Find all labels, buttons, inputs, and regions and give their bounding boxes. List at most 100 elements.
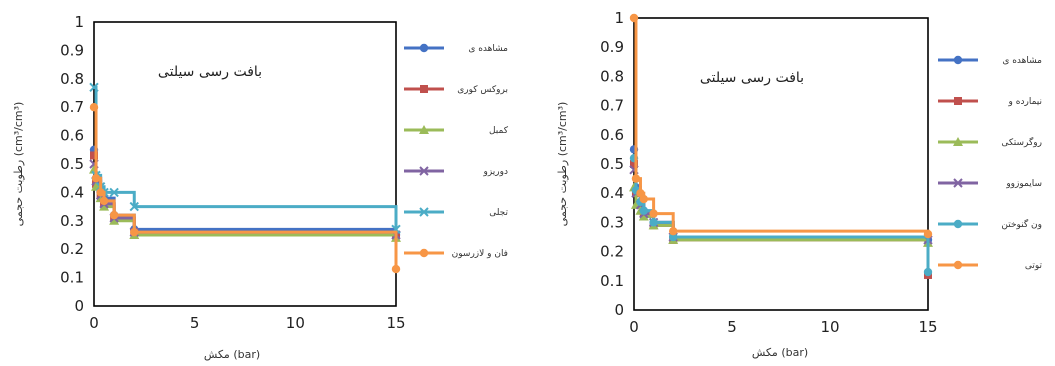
legend-label: فان و لازرسون: [452, 249, 508, 259]
legend-label: نیمارده و: [1008, 97, 1042, 107]
y-tick-label: 0.1: [60, 269, 84, 287]
legend-marker: [953, 55, 963, 65]
data-point: [629, 13, 639, 23]
y-tick-label: 0.3: [600, 213, 624, 231]
y-tick-label: 0.1: [600, 272, 624, 290]
y-tick-label: 0.2: [60, 240, 84, 258]
x-tick-label: 5: [727, 318, 737, 336]
data-point: [639, 206, 648, 215]
legend-label: مشاهده ی: [1002, 56, 1042, 66]
data-point: [669, 232, 678, 242]
legend-label: کمبل: [489, 126, 509, 136]
legend-marker: [419, 166, 429, 176]
legend-item: توتی: [938, 260, 1043, 271]
y-tick-label: 0.4: [60, 183, 84, 201]
legend-marker: [419, 43, 429, 53]
y-tick-label: 1: [614, 9, 624, 27]
data-point: [91, 174, 101, 183]
legend-item: سایموزوو: [938, 178, 1042, 189]
legend-item: مشاهده ی: [404, 43, 508, 54]
y-tick-label: 0.8: [600, 67, 624, 85]
data-point: [649, 209, 658, 218]
legend-marker: [419, 248, 429, 258]
data-point: [129, 201, 139, 212]
y-tick-label: 0.5: [60, 155, 84, 173]
data-point: [631, 174, 641, 183]
legend-label: بروکس کوری: [457, 85, 508, 95]
data-point: [109, 187, 119, 198]
series-6: [89, 103, 401, 274]
data-point: [96, 188, 105, 197]
y-tick-label: 0.6: [60, 127, 84, 145]
data-point: [90, 151, 98, 160]
y-tick-label: 0.4: [600, 184, 624, 202]
x-axis-label: مکش (bar): [204, 348, 260, 361]
legend-label: سایموزوو: [1005, 179, 1042, 189]
chart-title: بافت رسی سیلتی: [158, 64, 262, 80]
y-tick-label: 0.2: [600, 243, 624, 261]
y-tick-label: 0.3: [60, 212, 84, 230]
data-point: [99, 201, 110, 211]
y-axis-label: رطوبت حجمی (cm³/cm³): [556, 102, 569, 227]
data-point: [130, 227, 139, 237]
y-tick-label: 0: [74, 297, 84, 315]
legend-marker: [953, 137, 963, 146]
x-tick-label: 0: [629, 318, 639, 336]
legend-label: ون گنوختن: [1001, 218, 1042, 230]
plot-area: [633, 17, 929, 311]
series-6: [629, 13, 933, 239]
data-point: [109, 215, 120, 225]
data-point: [638, 211, 649, 221]
legend-label: روگرستکی: [1001, 136, 1042, 148]
x-tick-label: 5: [190, 314, 200, 332]
x-tick-label: 0: [89, 314, 99, 332]
x-tick-label: 15: [918, 318, 937, 336]
data-point: [669, 226, 678, 236]
y-tick-label: 1: [74, 13, 84, 31]
data-point: [89, 82, 99, 93]
y-tick-label: 0.8: [60, 70, 84, 88]
legend-item: نیمارده و: [938, 97, 1042, 107]
y-tick-label: 0.7: [600, 97, 624, 115]
legend-label: مشاهده ی: [468, 44, 508, 54]
legend-marker: [953, 178, 963, 188]
chart-1: 00.10.20.30.40.50.60.70.80.910 5 10 15رطوبت…: [12, 13, 509, 361]
data-point: [109, 210, 119, 220]
legend-item: بروکس کوری: [404, 85, 508, 95]
x-tick-label: 10: [820, 318, 839, 336]
chart-title: بافت رسی سیلتی: [700, 70, 804, 86]
legend-marker: [953, 219, 963, 229]
legend-marker: [954, 97, 962, 105]
y-tick-label: 0.6: [600, 126, 624, 144]
legend-item: ون گنوختن: [938, 218, 1042, 230]
data-point: [89, 103, 99, 112]
legend-marker: [953, 260, 963, 270]
legend-marker: [420, 85, 428, 93]
y-tick-label: 0: [614, 301, 624, 319]
data-point: [630, 160, 638, 168]
legend-label: تجلی: [489, 208, 508, 218]
chart-2: 00.10.20.30.40.50.60.70.80.910 5 10 15رطوبت…: [556, 9, 1042, 359]
data-point: [99, 196, 109, 206]
plot-area: [93, 21, 397, 307]
legend-item: دوریزو: [404, 166, 508, 177]
x-tick-label: 15: [386, 314, 405, 332]
data-point: [649, 218, 658, 227]
y-tick-label: 0.7: [60, 98, 84, 116]
legend-item: فان و لازرسون: [404, 248, 508, 259]
series-5: [629, 153, 933, 277]
legend-label: دوریزو: [482, 167, 508, 177]
data-point: [391, 264, 401, 274]
legend-item: مشاهده ی: [938, 55, 1042, 66]
y-axis-label: رطوبت حجمی (cm³/cm³): [12, 102, 25, 227]
x-axis-label: مکش (bar): [752, 346, 808, 359]
data-point: [639, 194, 648, 204]
x-tick-label: 10: [286, 314, 305, 332]
data-point: [923, 267, 933, 277]
legend-item: تجلی: [404, 207, 508, 218]
y-tick-label: 0.5: [600, 155, 624, 173]
legend-label: توتی: [1025, 261, 1043, 271]
y-tick-label: 0.9: [600, 38, 624, 56]
legend-marker: [419, 207, 429, 217]
